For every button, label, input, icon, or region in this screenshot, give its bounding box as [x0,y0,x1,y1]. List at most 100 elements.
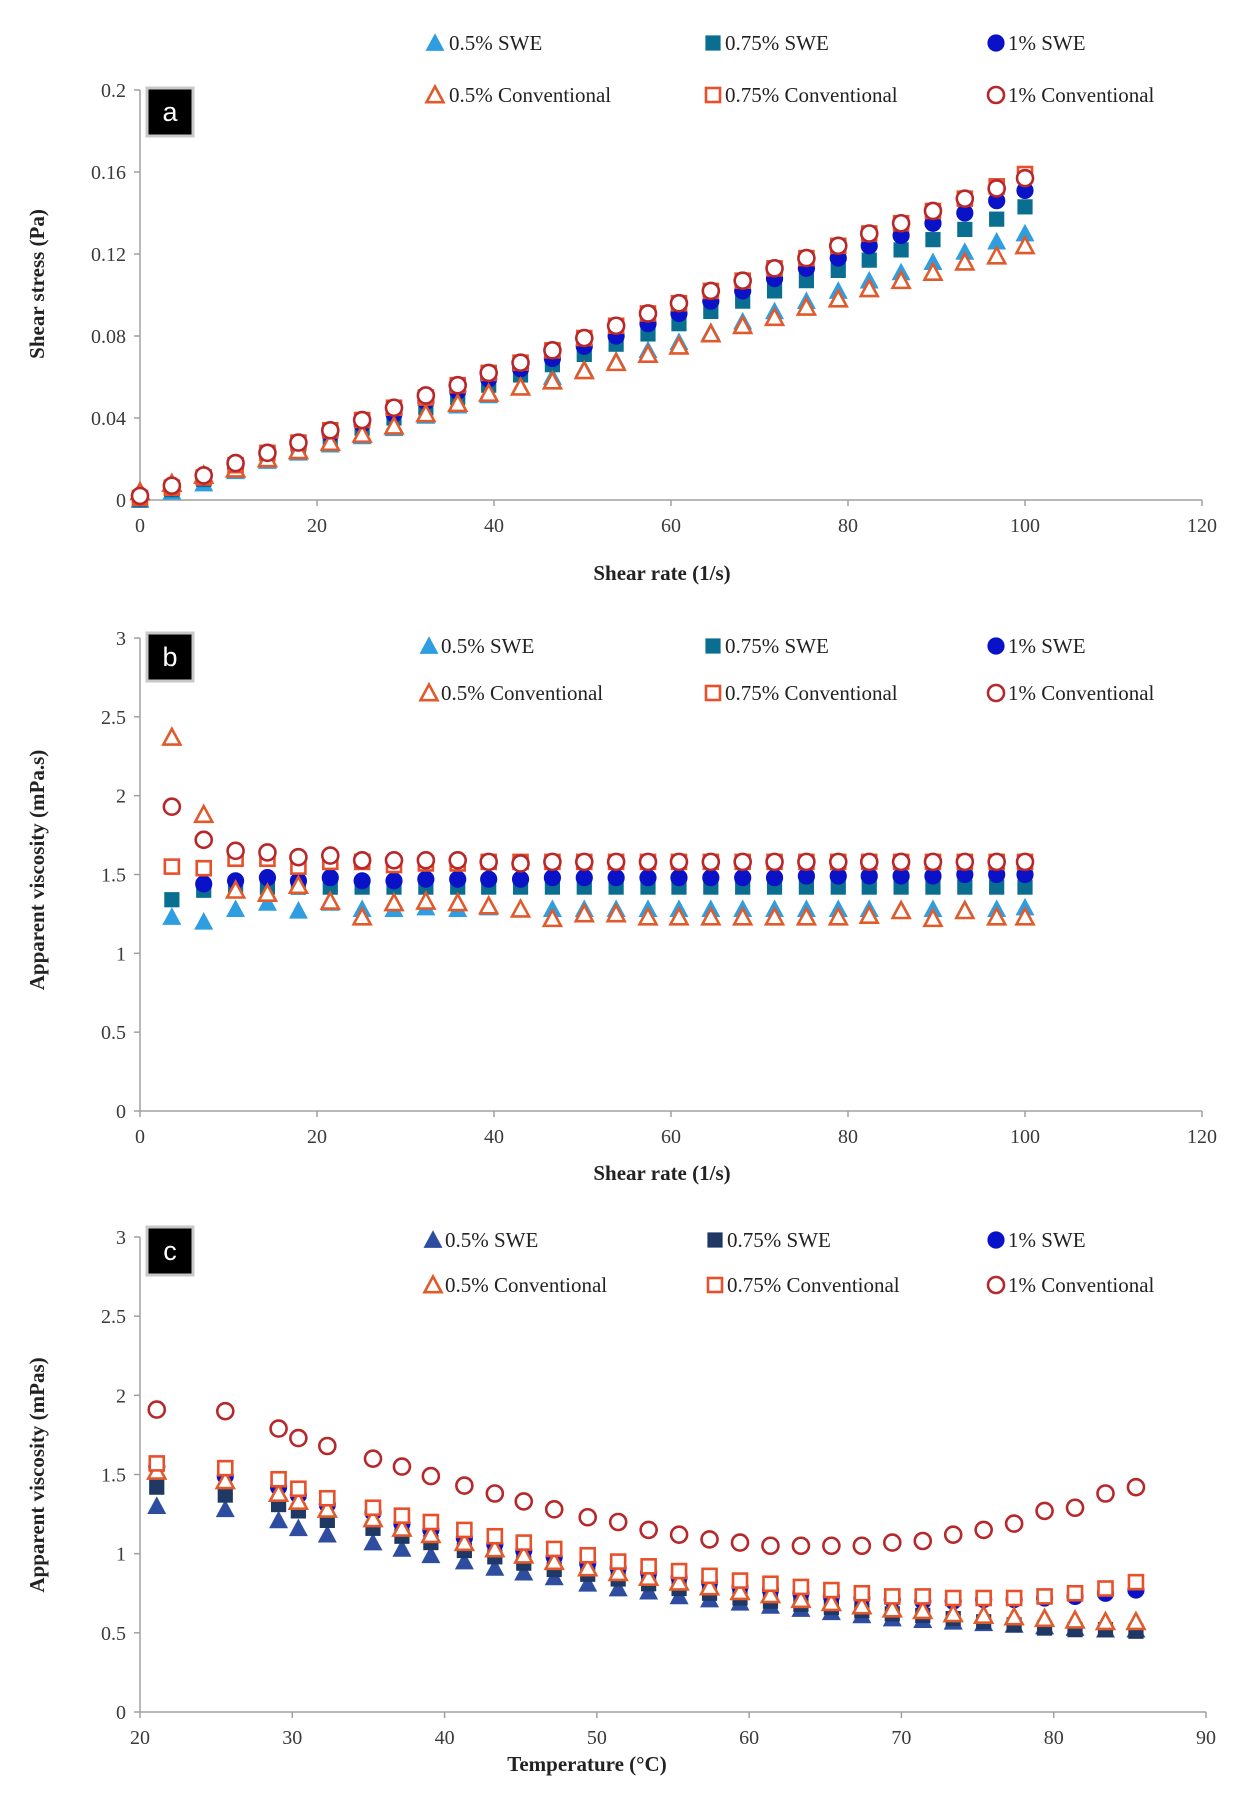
data-point [1035,1501,1054,1521]
x-tick-label: 20 [307,515,327,537]
data-point [698,1575,721,1596]
data-point [573,359,595,380]
data-point [479,852,498,872]
data-point [670,1562,688,1580]
legend-symbol [986,683,1006,703]
data-point [319,890,341,910]
data-point [1094,1610,1117,1631]
data-point [734,869,752,887]
legend-symbol [986,85,1006,105]
legend-c: 0.5% SWE 0.75% SWE 1% SWE 0.5% Conventio… [422,1228,1155,1297]
data-point [925,232,941,248]
data-point [543,852,562,872]
data-point [383,891,405,912]
legend-label-1-conventional: 1% Conventional [1008,83,1155,107]
data-point [195,875,213,893]
data-point [1064,1608,1086,1629]
legend-label-0-5-conventional: 0.5% Conventional [449,83,611,107]
data-point [853,1584,871,1602]
data-point [544,1500,564,1519]
x-tick-label: 120 [1187,1126,1217,1148]
data-point [606,316,626,336]
data-point [257,893,277,911]
x-tick-label: 0 [135,1126,145,1148]
data-point [391,1517,413,1537]
data-point [319,1489,336,1507]
legend-marker-0-5-swe [425,33,445,51]
data-point [393,1507,411,1524]
series-1-conventional [162,797,1035,873]
data-point [511,870,530,888]
legend-item-0-75-swe: 0.75% SWE [707,1228,831,1252]
data-point [448,375,468,395]
legend-symbol [422,1273,444,1294]
x-tick-label: 40 [484,515,504,537]
data-point [1017,199,1033,215]
legend-marker-0-5-swe [423,1230,443,1248]
data-point [269,1419,288,1438]
legend-marker-1-conventional [986,1275,1006,1295]
data-point [392,1539,412,1557]
data-point [513,1544,535,1564]
data-point [881,1597,903,1618]
data-point [762,1575,779,1593]
data-point [351,905,373,926]
data-point [290,1480,307,1498]
series-1-conventional [130,168,1035,506]
legend-a: 0.5% SWE 0.75% SWE 1% SWE 0.5% Conventio… [424,31,1155,107]
data-point [669,1525,689,1544]
legend-symbol [423,1230,443,1248]
data-point [890,899,912,920]
data-point [972,1604,995,1624]
legend-marker-0-5-conventional [424,83,446,104]
data-point [193,803,215,824]
y-tick-label: 2 [116,1385,126,1407]
data-point [1033,1607,1056,1628]
data-point [700,905,722,926]
data-point [267,1482,290,1503]
x-tick-label: 0 [135,515,145,537]
data-point [763,905,786,926]
data-point [608,1512,628,1532]
data-point [415,890,437,910]
data-point [852,1536,872,1556]
data-point [606,852,626,872]
data-point [161,726,183,746]
legend-marker-1-swe [987,637,1005,655]
x-tick-label: 100 [1010,515,1040,537]
data-point [216,1459,234,1477]
x-tick-label: 90 [1196,1727,1216,1749]
data-point [943,1525,963,1544]
legend-symbol [704,684,722,702]
panel-label-b: b [145,631,195,683]
x-tick-label: 60 [661,515,681,537]
y-tick-label: 0.08 [91,326,126,348]
data-point [609,1553,627,1570]
data-point [763,306,786,327]
panel-label-a-text: a [162,97,178,127]
data-point [578,1507,598,1527]
y-tick-label: 0.2 [101,80,126,102]
legend-item-0-75-swe: 0.75% SWE [705,31,829,55]
legend-marker-0-75-conventional [706,1276,724,1294]
data-point [944,1589,962,1607]
y-tick-label: 1.5 [101,865,126,887]
data-point [320,846,340,865]
x-tick-label: 60 [661,1126,681,1148]
data-point [1015,168,1035,188]
data-point [1004,1514,1024,1533]
data-point [1127,1573,1145,1591]
data-point [883,1588,901,1605]
data-point [321,869,339,887]
data-point [731,1572,749,1589]
legend-label-0-5-conventional: 0.5% Conventional [441,681,603,705]
data-point [226,899,246,918]
data-point [851,1594,873,1615]
data-point [914,1588,932,1605]
data-point [795,905,818,926]
data-point [701,1567,718,1585]
legend-item-1-conventional: 1% Conventional [986,681,1155,705]
data-point [352,851,372,870]
data-point [484,1537,506,1558]
data-point [891,852,911,872]
